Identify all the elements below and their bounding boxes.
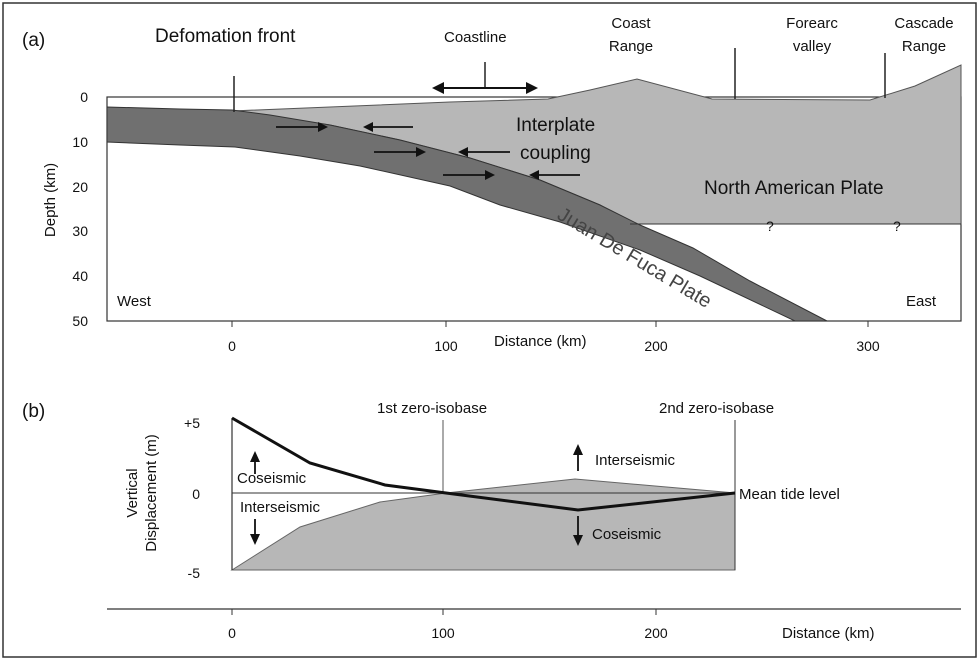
depth-tick-50: 50 (72, 313, 88, 329)
distance-b-tick-200: 200 (644, 625, 668, 641)
question-mark-1: ? (766, 218, 774, 234)
panel-b-label: (b) (22, 401, 45, 422)
forearc-label-line1: Forearc (786, 15, 838, 32)
second-zero-isobase-label: 2nd zero-isobase (659, 400, 774, 417)
vertical-axis-label-line2: Displacement (m) (143, 434, 160, 552)
depth-tick-0: 0 (80, 89, 88, 105)
interplate-label-line2: coupling (520, 143, 591, 164)
east-label: East (906, 293, 937, 310)
coastline-label: Coastline (444, 29, 507, 46)
mean-tide-level-label: Mean tide level (739, 486, 840, 503)
distance-axis-b: 0 100 200 Distance (km) (107, 608, 961, 642)
interseismic-right-label: Interseismic (595, 452, 676, 469)
displacement-arrows (250, 444, 583, 546)
forearc-label-line2: valley (793, 38, 832, 55)
interplate-label-line1: Interplate (516, 115, 595, 136)
cascade-label-line2: Range (902, 38, 946, 55)
panel-b: (b) 1st zero-isobase 2nd zero-isobase Co… (22, 400, 961, 642)
depth-tick-30: 30 (72, 223, 88, 239)
displacement-tick-minus5: -5 (188, 565, 201, 581)
west-label: West (117, 293, 152, 310)
question-mark-2: ? (893, 218, 901, 234)
distance-a-tick-300: 300 (856, 338, 880, 354)
coupling-arrows (276, 122, 580, 180)
deformation-front-label: Defomation front (155, 26, 296, 47)
distance-b-tick-0: 0 (228, 625, 236, 641)
distance-axis-a: 0 100 200 300 Distance (km) (228, 321, 880, 354)
panel-a-label: (a) (22, 30, 45, 51)
coseismic-profile (231, 416, 736, 512)
coseismic-left-label: Coseismic (237, 470, 307, 487)
depth-tick-20: 20 (72, 179, 88, 195)
distance-a-tick-0: 0 (228, 338, 236, 354)
first-zero-isobase-label: 1st zero-isobase (377, 400, 487, 417)
depth-tick-40: 40 (72, 268, 88, 284)
coseismic-right-label: Coseismic (592, 526, 662, 543)
interseismic-left-label: Interseismic (240, 499, 321, 516)
displacement-tick-0: 0 (192, 486, 200, 502)
coast-range-label-line1: Coast (611, 15, 651, 32)
distance-a-tick-200: 200 (644, 338, 668, 354)
distance-a-axis-label: Distance (km) (494, 333, 587, 350)
distance-b-tick-100: 100 (431, 625, 455, 641)
depth-axis-ticks: 0 10 20 30 40 50 (72, 89, 88, 329)
distance-b-axis-label: Distance (km) (782, 625, 875, 642)
depth-tick-10: 10 (72, 134, 88, 150)
coast-range-label-line2: Range (609, 38, 653, 55)
displacement-tick-plus5: +5 (184, 415, 200, 431)
north-american-plate-label: North American Plate (704, 178, 884, 199)
coastline-double-arrow (432, 82, 538, 94)
vertical-axis-label-line1: Vertical (124, 468, 141, 517)
depth-axis-label: Depth (km) (42, 163, 59, 237)
cascade-label-line1: Cascade (894, 15, 953, 32)
distance-a-tick-100: 100 (434, 338, 458, 354)
juan-de-fuca-plate-shape (106, 106, 828, 322)
